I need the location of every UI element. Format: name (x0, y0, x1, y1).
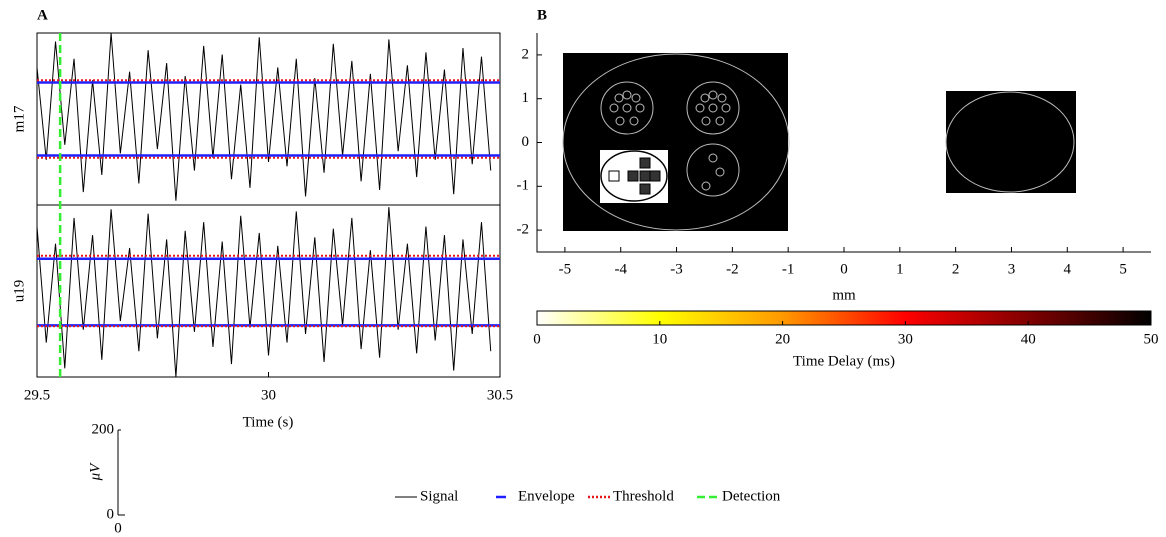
y-tick-label: 1 (522, 90, 530, 106)
x-tick-label: 4 (1064, 261, 1072, 277)
scalebar-label: μV (87, 462, 103, 482)
panel-label: A (37, 7, 48, 23)
x-axis-label: Time (s) (243, 414, 294, 430)
x-tick-label: -3 (670, 261, 683, 277)
colorbar-tick-label: 50 (1144, 331, 1159, 347)
x-tick-label: -5 (559, 261, 572, 277)
scalebar-tick-label: 200 (92, 421, 115, 437)
panel-label: B (537, 7, 547, 23)
x-tick-label: 2 (952, 261, 960, 277)
signal-line (37, 33, 491, 201)
x-tick-label: 1 (896, 261, 904, 277)
x-tick-label: 30 (261, 387, 276, 403)
y-tick-label: 0 (522, 134, 530, 150)
figure: A B Time (s) mm Time Delay (ms) μV m17 u1… (0, 0, 1166, 537)
colorbar-tick-label: 40 (1021, 331, 1036, 347)
legend-label: Signal (420, 488, 458, 504)
scalebar-tick-label: 0 (107, 506, 115, 522)
trace-frame (37, 33, 500, 205)
trace-label: u19 (11, 280, 27, 303)
colorbar-tick-label: 30 (898, 331, 913, 347)
colorbar-tick-label: 10 (652, 331, 667, 347)
map-image (563, 53, 1076, 231)
legend-label: Threshold (613, 488, 674, 504)
colorbar (537, 311, 1151, 325)
y-tick-label: -2 (517, 222, 530, 238)
trace-label: m17 (11, 105, 27, 132)
x-tick-label: 3 (1008, 261, 1016, 277)
x-tick-label: 29.5 (24, 387, 50, 403)
signal-line (37, 207, 491, 377)
legend-label: Envelope (518, 488, 575, 504)
x-tick-label: 5 (1119, 261, 1127, 277)
x-tick-label: -1 (782, 261, 795, 277)
colorbar-tick-label: 20 (775, 331, 790, 347)
y-tick-label: -1 (517, 178, 530, 194)
y-tick-label: 2 (522, 46, 530, 62)
scalebar-tick-label: 0 (114, 520, 122, 536)
colorbar-label: Time Delay (ms) (793, 353, 895, 369)
x-tick-label: -4 (614, 261, 627, 277)
x-tick-label: -2 (726, 261, 739, 277)
page: A B Time (s) mm Time Delay (ms) μV m17 u1… (0, 0, 1166, 537)
x-axis-label: mm (832, 287, 856, 303)
x-tick-label: 30.5 (487, 387, 513, 403)
legend-label: Detection (722, 488, 781, 504)
x-tick-label: 0 (840, 261, 848, 277)
colorbar-tick-label: 0 (533, 331, 541, 347)
